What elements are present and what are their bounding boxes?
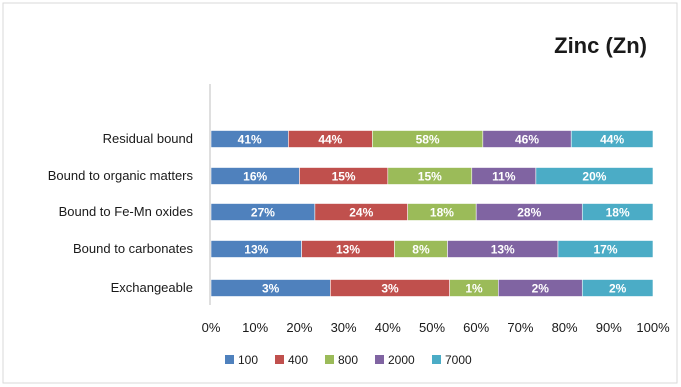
bar-segment-7000 [557, 240, 654, 258]
data-label: 15% [418, 170, 442, 184]
data-label: 13% [244, 243, 268, 257]
data-label: 15% [332, 170, 356, 184]
data-label: 13% [491, 243, 515, 257]
data-label: 8% [412, 243, 430, 257]
data-label: 41% [238, 133, 262, 147]
category-label: Bound to carbonates [73, 241, 193, 256]
category-label: Bound to organic matters [48, 168, 194, 183]
bars-layer: 3% 3% 1% 2% 2% 13% 13% 8% 13% 17% 27% 24% 18% 28% 18% 1… [210, 130, 654, 297]
data-label: 11% [492, 170, 516, 184]
data-label: 20% [582, 170, 606, 184]
bar-segment-7000 [581, 279, 654, 297]
legend-swatch-100 [225, 355, 234, 364]
data-label: 44% [600, 133, 624, 147]
data-label: 44% [318, 133, 342, 147]
legend-swatch-800 [325, 355, 334, 364]
data-label: 46% [515, 133, 539, 147]
data-label: 1% [465, 282, 483, 296]
x-tick-label: 20% [286, 320, 312, 335]
x-tick-label: 30% [331, 320, 357, 335]
data-label: 2% [609, 282, 627, 296]
x-tick-label: 0% [202, 320, 221, 335]
x-tick-label: 10% [242, 320, 268, 335]
x-tick-label: 80% [552, 320, 578, 335]
category-label: Residual bound [103, 131, 193, 146]
data-label: 28% [517, 206, 541, 220]
data-label: 58% [416, 133, 440, 147]
legend-label: 2000 [388, 353, 415, 367]
data-label: 3% [381, 282, 399, 296]
legend-label: 100 [238, 353, 258, 367]
legend-swatch-7000 [432, 355, 441, 364]
legend-label: 400 [288, 353, 308, 367]
data-label: 18% [606, 206, 630, 220]
data-label: 17% [593, 243, 617, 257]
data-label: 18% [430, 206, 454, 220]
legend-label: 7000 [445, 353, 472, 367]
chart-title: Zinc (Zn) [554, 33, 647, 58]
x-tick-label: 90% [596, 320, 622, 335]
bar-segment-7000 [570, 130, 654, 148]
x-tick-label: 50% [419, 320, 445, 335]
legend: 100 400 800 2000 7000 [225, 353, 472, 367]
x-tick-label: 40% [375, 320, 401, 335]
x-tick-labels: 0% 10% 20% 30% 40% 50% 60% 70% 80% 90% 100% [202, 320, 670, 335]
x-tick-label: 60% [463, 320, 489, 335]
data-label: 24% [349, 206, 373, 220]
data-label: 3% [262, 282, 280, 296]
legend-label: 800 [338, 353, 358, 367]
data-label: 27% [251, 206, 275, 220]
bar-segment-7000 [535, 167, 654, 185]
data-label: 2% [532, 282, 550, 296]
legend-swatch-2000 [375, 355, 384, 364]
x-tick-label: 100% [636, 320, 670, 335]
chart-border [2, 2, 678, 384]
category-label: Exchangeable [111, 280, 193, 295]
x-tick-label: 70% [507, 320, 533, 335]
legend-swatch-400 [275, 355, 284, 364]
data-label: 13% [336, 243, 360, 257]
category-labels: Exchangeable Bound to carbonates Bound to … [48, 131, 194, 295]
data-label: 16% [243, 170, 267, 184]
bar-segment-7000 [581, 203, 654, 221]
category-label: Bound to Fe-Mn oxides [59, 204, 194, 219]
